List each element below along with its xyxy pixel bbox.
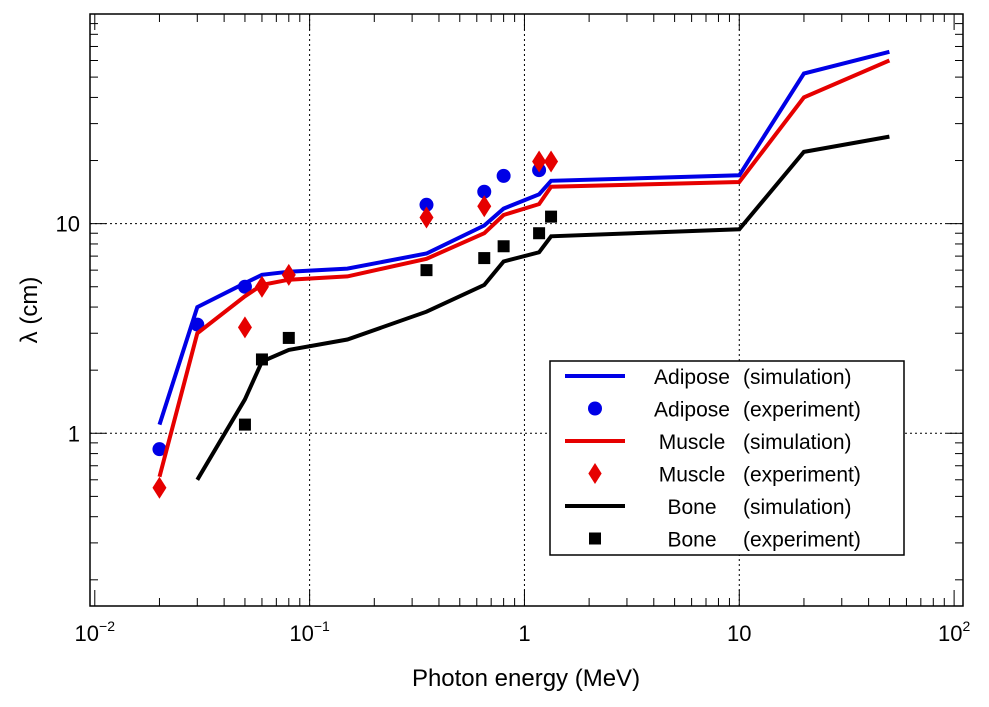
legend-marker-swatch (589, 532, 601, 545)
y-axis-label: λ (cm) (16, 277, 43, 344)
x-tick-label: 10 (727, 621, 751, 646)
legend-label-name: Bone (667, 496, 716, 519)
y-tick-labels: 1 10 (56, 212, 80, 447)
legend-marker-swatch (588, 463, 602, 484)
bone-experiment-point (238, 418, 251, 431)
legend-box (549, 360, 905, 556)
legend-label-kind: (experiment) (743, 399, 861, 422)
bone-experiment-point (478, 252, 491, 265)
x-axis-label: Photon energy (MeV) (412, 665, 640, 692)
plot-frame (89, 13, 964, 607)
bone-experiment-point (255, 353, 268, 366)
legend-label-name: Adipose (654, 399, 730, 422)
y-tick-label: 10 (56, 212, 80, 237)
legend-label-kind: (experiment) (743, 529, 861, 552)
muscle-experiment-point (544, 150, 559, 173)
legend-entry-adipose-simulation: Adipose (simulation) (565, 366, 852, 389)
muscle-experiment-point (152, 476, 167, 499)
bone-experiment-point (282, 331, 295, 344)
muscle-experiment-point (237, 316, 252, 339)
muscle-experiment-point (281, 263, 296, 286)
muscle-experiment-point (419, 206, 434, 229)
axis-ticks (90, 13, 963, 606)
bone-experiment-point (497, 240, 510, 253)
legend-entry-adipose-experiment: Adipose (experiment) (588, 399, 861, 422)
x-tick-label: 10−2 (75, 618, 116, 646)
adipose-experiment-point (237, 279, 252, 294)
legend-label-name: Adipose (654, 366, 730, 389)
legend-label-kind: (simulation) (743, 496, 852, 519)
legend-entry-bone-simulation: Bone (simulation) (565, 496, 852, 519)
bone-experiment-point (533, 227, 546, 240)
x-tick-label: 1 (518, 621, 530, 646)
adipose-experiment-point (496, 168, 511, 183)
series-bone-experiment (238, 210, 558, 431)
muscle-experiment-point (254, 275, 269, 298)
muscle-experiment-point (477, 195, 492, 218)
adipose-experiment-point (419, 197, 434, 212)
muscle-simulation-line (157, 58, 891, 478)
series-muscle-simulation (157, 58, 891, 478)
legend-label-name: Muscle (659, 431, 726, 454)
legend: Adipose (simulation)Adipose (experiment)Mu… (549, 360, 905, 556)
legend-marker-swatch (588, 401, 602, 416)
x-tick-label: 10−1 (289, 618, 330, 646)
adipose-experiment-point (152, 442, 167, 457)
legend-label-kind: (experiment) (743, 464, 861, 487)
legend-label-name: Bone (667, 529, 716, 552)
y-tick-label: 1 (68, 421, 80, 446)
x-tick-labels: 10−2 10−1 1 10 102 (75, 618, 971, 646)
legend-label-kind: (simulation) (743, 431, 852, 454)
legend-entry-bone-experiment: Bone (experiment) (589, 529, 861, 552)
legend-label-name: Muscle (659, 464, 726, 487)
bone-experiment-point (420, 264, 433, 277)
bone-experiment-point (545, 210, 558, 223)
legend-entry-muscle-experiment: Muscle (experiment) (588, 463, 861, 487)
legend-label-kind: (simulation) (743, 366, 852, 389)
muscle-experiment-point (532, 150, 547, 173)
series-muscle-experiment (152, 150, 559, 499)
grid-lines (90, 14, 963, 606)
x-tick-label: 102 (938, 618, 970, 646)
legend-entry-muscle-simulation: Muscle (simulation) (565, 431, 852, 454)
adipose-experiment-point (477, 184, 492, 199)
plot-series (152, 49, 891, 499)
